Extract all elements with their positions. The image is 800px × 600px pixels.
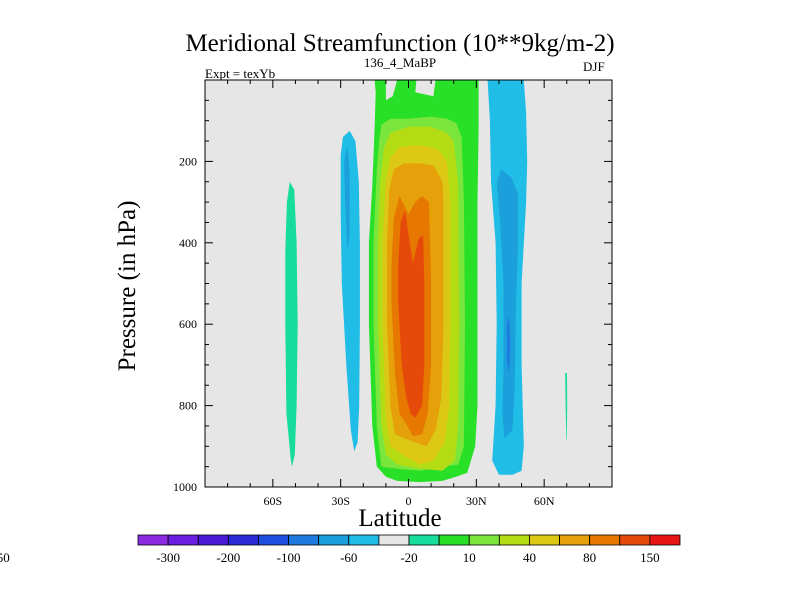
colorbar-swatch	[378, 534, 410, 546]
colorbar-label: 40	[523, 550, 536, 565]
colorbar-swatch	[348, 534, 380, 546]
colorbar-swatch	[258, 534, 289, 546]
contour-positive-hadley-core	[398, 210, 425, 418]
colorbar-swatch	[197, 534, 229, 546]
period-label: 136_4_MaBP	[363, 55, 437, 70]
colorbar-swatch	[529, 534, 560, 546]
colorbar-label: 80	[583, 550, 596, 565]
colorbar-label: 250	[0, 550, 10, 565]
colorbar: -300 -200 -100 -60 -20 10 40 80 150 250	[0, 534, 681, 565]
colorbar-label: 10	[463, 550, 476, 565]
contour-negative-cell-nh-core	[506, 316, 511, 373]
season-label: DJF	[583, 59, 605, 74]
colorbar-swatch	[559, 534, 591, 546]
colorbar-swatch	[498, 534, 530, 546]
colorbar-swatch	[408, 534, 440, 546]
x-tick-label: 60N	[534, 494, 555, 508]
x-tick-label: 0	[406, 494, 412, 508]
colorbar-label: -200	[216, 550, 240, 565]
contour-negative-cell-sh-inner	[344, 145, 350, 251]
contour-layer	[285, 80, 568, 483]
y-tick-label: 1000	[173, 480, 197, 494]
colorbar-label: -20	[400, 550, 417, 565]
colorbar-swatch	[288, 534, 320, 546]
y-tick-label: 200	[179, 154, 197, 168]
colorbar-swatch	[167, 534, 199, 546]
y-tick-label: 400	[179, 236, 197, 250]
colorbar-label: -60	[340, 550, 357, 565]
colorbar-swatch	[318, 534, 350, 546]
colorbar-swatch	[589, 534, 621, 546]
contour-nh-sliver	[565, 373, 568, 443]
colorbar-label: -100	[277, 550, 301, 565]
colorbar-swatch	[438, 534, 470, 546]
x-tick-label: 60S	[263, 494, 282, 508]
colorbar-label: -300	[156, 550, 180, 565]
x-axis-label: Latitude	[358, 505, 442, 532]
contour-negative-cell-sh	[340, 130, 360, 452]
colorbar-swatch	[137, 534, 169, 546]
x-tick-label: 30N	[466, 494, 487, 508]
contour-negative-cell-nh-inner	[496, 169, 519, 439]
y-tick-label: 800	[179, 399, 197, 413]
contour-negative-cell-sh-weak	[285, 181, 298, 467]
x-tick-label: 30S	[331, 494, 350, 508]
colorbar-swatch	[649, 534, 681, 546]
y-tick-label: 600	[179, 317, 197, 331]
colorbar-swatch	[619, 534, 651, 546]
colorbar-swatch	[468, 534, 500, 546]
colorbar-label: 150	[640, 550, 660, 565]
colorbar-swatch	[227, 534, 259, 546]
experiment-label: Expt = texYb	[205, 66, 276, 81]
chart-title: Meridional Streamfunction (10**9kg/m-2)	[185, 30, 615, 57]
tick-layer: 60S 30S 0 30N 60N 200 400 600 800 1000	[173, 79, 613, 508]
